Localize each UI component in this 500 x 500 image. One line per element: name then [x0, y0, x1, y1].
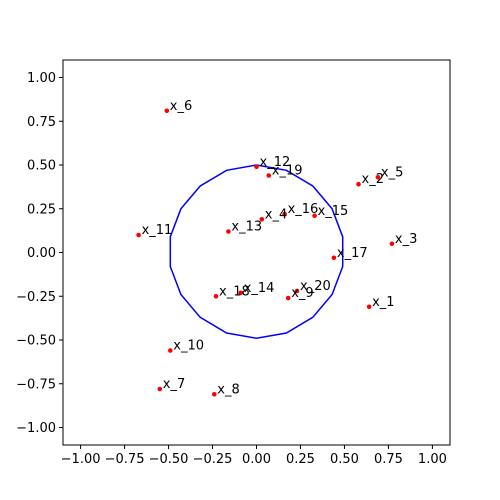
point-x-1: [366, 304, 372, 310]
point-label: x_15: [318, 204, 349, 219]
boundary-layer: [169, 164, 344, 340]
point-label: x_12: [260, 155, 291, 170]
point-label: x_14: [244, 281, 275, 296]
point-label: x_6: [170, 99, 192, 114]
y-tick-label: 0.00: [27, 246, 56, 261]
point-label: x_16: [288, 202, 319, 217]
point-label: x_18: [219, 284, 250, 299]
y-tick-label: 0.75: [27, 115, 56, 130]
point-x-16: [282, 211, 287, 217]
point-label: x_19: [272, 164, 303, 179]
point-label: x_13: [231, 220, 262, 235]
point-x-18: [213, 294, 219, 299]
x-tick-label: 1.00: [418, 452, 447, 467]
point-label: x_8: [217, 382, 239, 397]
y-tick-label: −0.25: [16, 290, 56, 305]
point-x-2: [356, 181, 361, 187]
point-x-20: [294, 288, 300, 294]
x-tick-label: 0.25: [286, 452, 315, 467]
point-x-10: [168, 348, 173, 353]
x-tick-label: −1.00: [61, 452, 101, 467]
point-x-12: [254, 164, 259, 170]
point-label: x_3: [395, 232, 417, 247]
point-x-19: [266, 173, 272, 178]
point-label: x_11: [142, 223, 173, 238]
point-x-5: [375, 175, 381, 180]
point-x-8: [212, 392, 217, 397]
point-label: x_20: [300, 279, 331, 294]
point-label: x_17: [337, 246, 368, 261]
y-tick-label: 0.50: [27, 159, 56, 174]
point-label: x_4: [265, 207, 287, 222]
y-tick-label: −0.75: [16, 377, 56, 392]
x-tick-label: −0.50: [149, 452, 189, 467]
x-axis-ticks: −1.00 −0.75 −0.50 −0.25 0.00 0.25 0.50 0.75 1.00: [61, 445, 447, 467]
point-labels-layer: x_1x_2x_3x_4x_5x_6x_7 x_8x_9x_10x_11x_12x…: [142, 99, 418, 397]
point-label: x_2: [362, 172, 384, 187]
y-tick-label: 1.00: [27, 71, 56, 86]
x-tick-label: −0.25: [193, 452, 233, 467]
point-x-6: [164, 108, 170, 114]
point-x-17: [331, 255, 337, 261]
point-x-9: [285, 295, 291, 301]
point-label: x_1: [372, 295, 394, 310]
point-x-7: [157, 386, 163, 392]
x-tick-label: 0.50: [330, 452, 359, 467]
point-x-4: [259, 217, 265, 222]
point-x-13: [226, 229, 231, 234]
y-tick-label: −0.50: [16, 334, 56, 349]
x-tick-label: 0.75: [374, 452, 403, 467]
y-tick-label: −1.00: [16, 421, 56, 436]
point-label: x_9: [291, 286, 313, 301]
y-tick-label: 0.25: [27, 202, 56, 217]
boundary-curve: [169, 164, 344, 340]
y-axis-ticks: −1.00 −0.75 −0.50 −0.25 0.00 0.25 0.50 0.75 1.00: [16, 71, 63, 436]
point-x-3: [389, 241, 395, 247]
point-label: x_5: [381, 165, 403, 180]
x-tick-label: 0.00: [242, 452, 271, 467]
point-label: x_10: [173, 339, 204, 354]
x-tick-label: −0.75: [105, 452, 145, 467]
point-label: x_7: [163, 377, 185, 392]
point-x-15: [312, 213, 317, 219]
point-x-11: [136, 232, 141, 238]
plot-frame: [62, 59, 451, 446]
point-x-14: [238, 290, 243, 296]
points-layer: [136, 108, 395, 397]
